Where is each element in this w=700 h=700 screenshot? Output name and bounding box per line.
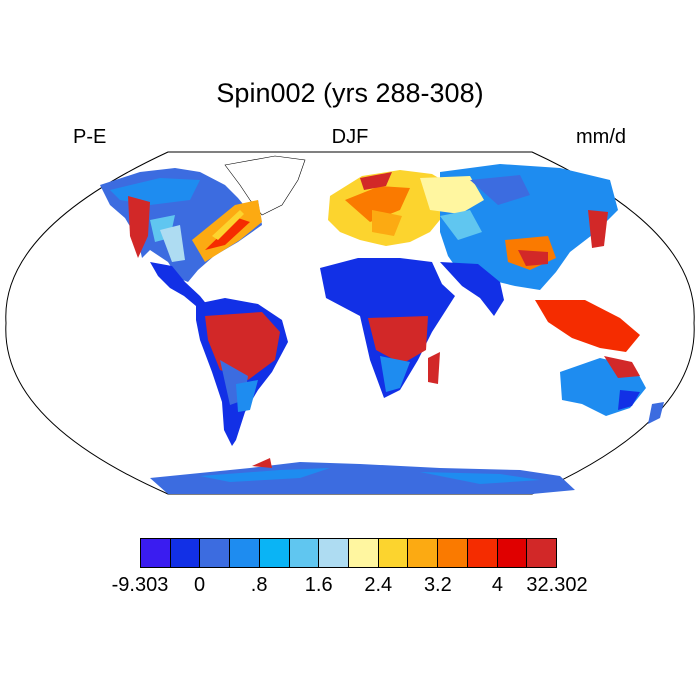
colorbar-box-8 bbox=[378, 539, 409, 567]
colorbar-tick-label: .8 bbox=[250, 574, 268, 596]
asia bbox=[440, 164, 618, 290]
colorbar-box-2 bbox=[200, 539, 231, 567]
colorbar-tick-label: 3.2 bbox=[423, 574, 452, 596]
colorbar-box-1 bbox=[170, 539, 201, 567]
southeast-asia bbox=[535, 300, 640, 352]
colorbar-tick-label: 32.302 bbox=[526, 574, 588, 596]
variable-label: P-E bbox=[73, 126, 107, 148]
colorbar-tick-label: 0 bbox=[194, 574, 206, 596]
new-zealand bbox=[648, 402, 664, 424]
colorbar bbox=[140, 538, 557, 568]
season-label: DJF bbox=[331, 126, 369, 148]
colorbar-tick-label: 4 bbox=[491, 574, 503, 596]
colorbar-box-5 bbox=[289, 539, 320, 567]
colorbar-box-10 bbox=[438, 539, 468, 567]
colorbar-box-12 bbox=[497, 539, 528, 567]
colorbar-box-11 bbox=[467, 539, 498, 567]
central-america bbox=[150, 262, 208, 306]
south-asia bbox=[440, 262, 504, 316]
colorbar-tick-label: 2.4 bbox=[364, 574, 393, 596]
colorbar-box-3 bbox=[230, 539, 260, 567]
colorbar-box-7 bbox=[349, 539, 379, 567]
colorbar-box-6 bbox=[319, 539, 350, 567]
colorbar-tick-label: -9.303 bbox=[111, 574, 169, 596]
colorbar-box-13 bbox=[527, 539, 557, 567]
greenland bbox=[224, 155, 306, 216]
map-title: Spin002 (yrs 288-308) bbox=[216, 78, 484, 108]
colorbar-box-4 bbox=[259, 539, 290, 567]
units-label: mm/d bbox=[576, 126, 626, 148]
colorbar-tick-label: 1.6 bbox=[304, 574, 333, 596]
antarctica bbox=[150, 462, 575, 494]
colorbar-box-9 bbox=[408, 539, 439, 567]
colorbar-box-0 bbox=[141, 539, 171, 567]
